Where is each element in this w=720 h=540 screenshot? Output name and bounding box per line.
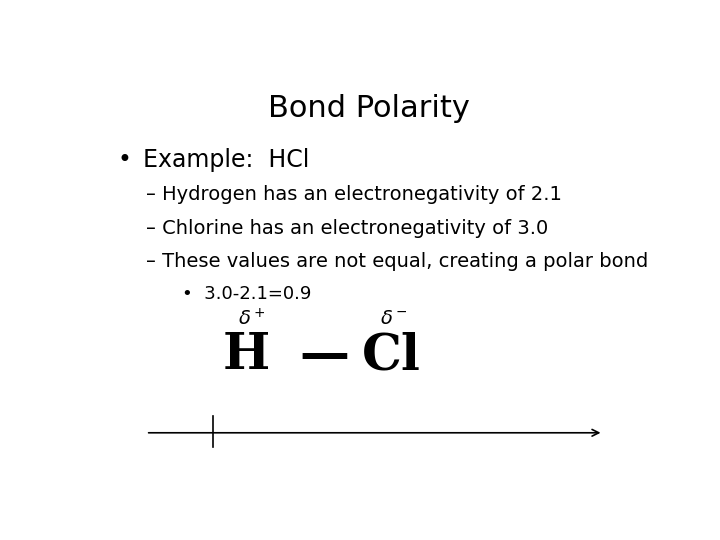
Text: •: • [118, 148, 132, 172]
Text: – Chlorine has an electronegativity of 3.0: – Chlorine has an electronegativity of 3… [145, 219, 548, 238]
Text: Example:  HCl: Example: HCl [143, 148, 310, 172]
Text: Bond Polarity: Bond Polarity [268, 94, 470, 123]
Text: $\mathit{\delta}^+$: $\mathit{\delta}^+$ [238, 308, 266, 329]
Text: – Hydrogen has an electronegativity of 2.1: – Hydrogen has an electronegativity of 2… [145, 185, 562, 204]
Text: $\mathit{\delta}^-$: $\mathit{\delta}^-$ [380, 309, 408, 328]
Text: —: — [300, 332, 349, 380]
Text: Cl: Cl [362, 332, 420, 380]
Text: H: H [222, 332, 270, 380]
Text: •  3.0-2.1=0.9: • 3.0-2.1=0.9 [182, 285, 312, 303]
Text: – These values are not equal, creating a polar bond: – These values are not equal, creating a… [145, 252, 648, 271]
